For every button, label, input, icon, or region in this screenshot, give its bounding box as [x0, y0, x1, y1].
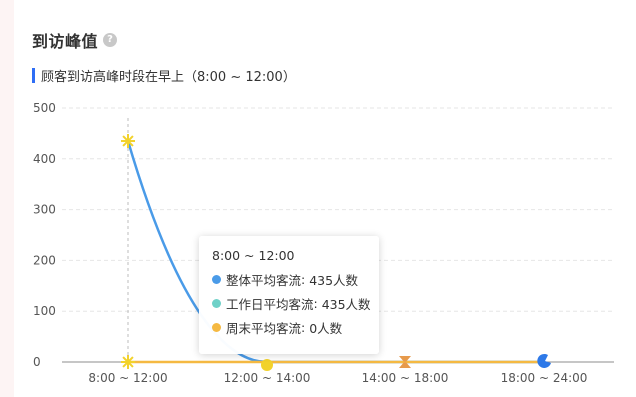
tooltip-row-name: 工作日平均客流	[226, 297, 314, 312]
summary-text: 顾客到访高峰时段在早上（8:00 ~ 12:00）	[41, 70, 296, 85]
tooltip-row-value: 0人数	[309, 321, 343, 336]
tooltip-row-value: 435人数	[309, 273, 359, 288]
chart-tooltip: 8:00 ~ 12:00 整体平均客流: 435人数 工作日平均客流: 435人…	[199, 236, 379, 354]
tooltip-row-name: 周末平均客流	[226, 321, 302, 336]
y-tick-label: 0	[33, 355, 41, 369]
y-tick-label: 500	[33, 101, 56, 115]
title-row: 到访峰值 ?	[32, 28, 118, 52]
y-tick-label: 200	[33, 253, 56, 267]
summary-row: 顾客到访高峰时段在早上（8:00 ~ 12:00）	[32, 66, 296, 85]
question-circle-icon[interactable]: ?	[103, 33, 118, 47]
tooltip-row-weekend: 周末平均客流: 0人数	[212, 318, 379, 337]
overall-legend-dot	[212, 275, 221, 284]
overall-point-marker-4	[537, 353, 551, 368]
tooltip-row-value: 435人数	[321, 297, 371, 312]
y-tick-label: 100	[33, 304, 56, 318]
tooltip-row-name: 整体平均客流	[226, 273, 302, 288]
y-tick-label: 300	[33, 203, 56, 217]
x-tick-label: 8:00 ~ 12:00	[88, 371, 167, 385]
x-tick-label: 12:00 ~ 14:00	[224, 371, 311, 385]
peak-point-marker	[121, 134, 135, 149]
tooltip-row-overall: 整体平均客流: 435人数	[212, 270, 379, 289]
summary-accent-bar	[32, 68, 35, 83]
weekend-point-marker-1	[121, 355, 135, 369]
tooltip-title: 8:00 ~ 12:00	[212, 248, 295, 263]
weekday-legend-dot	[212, 299, 221, 308]
x-tick-label: 18:00 ~ 24:00	[501, 371, 588, 385]
y-tick-label: 400	[33, 152, 56, 166]
weekend-legend-dot	[212, 323, 221, 332]
x-tick-label: 14:00 ~ 18:00	[362, 371, 449, 385]
weekend-point-marker-3	[399, 356, 411, 368]
weekend-point-marker-2	[261, 359, 273, 371]
card-title: 到访峰值	[32, 32, 99, 51]
tooltip-row-weekday: 工作日平均客流: 435人数	[212, 294, 379, 313]
